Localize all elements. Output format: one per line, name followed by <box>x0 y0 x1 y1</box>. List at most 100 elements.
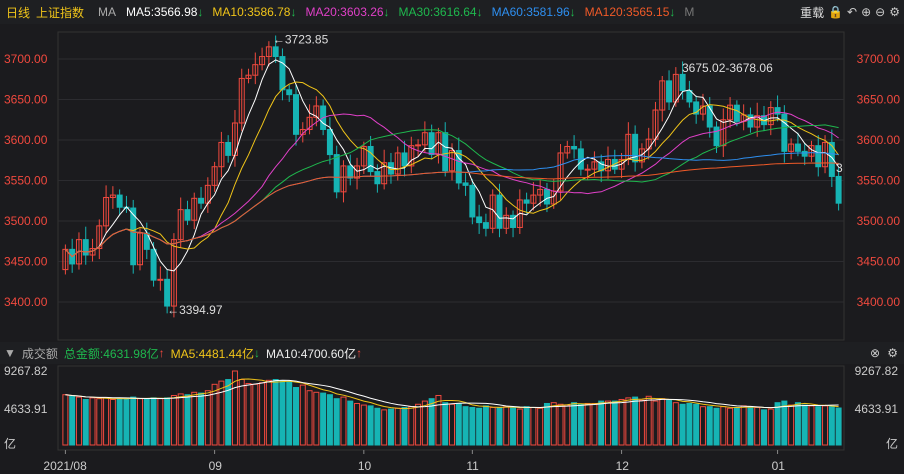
volume-bar <box>489 406 496 446</box>
volume-bar <box>666 399 673 446</box>
candle <box>530 194 537 204</box>
candle <box>374 171 381 185</box>
volume-bar <box>191 391 198 446</box>
volume-bar <box>686 402 693 446</box>
candle <box>754 115 761 128</box>
candle <box>774 107 781 115</box>
zoom-in-icon[interactable]: ⊕ <box>861 5 872 19</box>
candle <box>699 105 706 115</box>
volume-bar <box>516 408 523 446</box>
chart-toolbar: 日线 上证指数 MA MA5:3566.98↓ MA10:3586.78↓ MA20… <box>0 0 904 24</box>
candle <box>137 232 143 266</box>
volume-bar <box>496 406 503 446</box>
candle <box>571 145 578 150</box>
volume-ma5-line <box>65 378 839 410</box>
price-tick-label: 3700.00 <box>857 52 901 66</box>
candle <box>788 143 795 152</box>
volume-bar <box>394 407 401 446</box>
volume-bar <box>381 409 388 446</box>
candle <box>184 209 191 221</box>
period-selector[interactable]: 日线 <box>6 5 31 20</box>
price-tick-label: 3550.00 <box>4 174 48 188</box>
candle <box>326 128 333 156</box>
volume-bar <box>476 407 483 446</box>
candle <box>679 73 686 92</box>
ma-legend-item: MA10:3586.78↓ <box>212 5 297 19</box>
volume-bar <box>130 396 137 446</box>
candle <box>150 248 157 281</box>
candle <box>109 194 116 199</box>
volume-bar <box>815 406 822 446</box>
volume-bar <box>137 398 143 446</box>
index-name[interactable]: 上证指数 <box>36 5 85 20</box>
candle <box>591 161 598 170</box>
candle <box>279 56 286 91</box>
volume-bar <box>408 406 415 446</box>
volume-bar <box>177 393 184 446</box>
volume-tick-label: 9267.82 <box>855 364 899 378</box>
volume-bar <box>123 398 130 446</box>
volume-bar <box>794 402 801 446</box>
low-annotation: ←3394.97 <box>167 303 223 317</box>
volume-bar <box>767 408 774 446</box>
candle <box>496 194 503 229</box>
candle <box>666 80 673 103</box>
volume-bar <box>801 404 808 446</box>
volume-bar <box>699 406 706 446</box>
candle <box>218 141 225 168</box>
zoom-out-icon[interactable]: ⊖ <box>875 5 886 19</box>
ma-label[interactable]: MA <box>98 5 117 19</box>
price-chart[interactable]: 3700.00 3700.00 3650.00 3650.00 3600.00 3600.… <box>0 24 904 342</box>
undo-icon[interactable]: ↶ <box>847 5 858 19</box>
toolbar-icons: 重载 🔒 ↶ ⊕ ⊖ ⚙ <box>800 0 900 24</box>
candle <box>767 107 774 126</box>
gear-icon[interactable]: ⚙ <box>889 5 900 19</box>
close-icon[interactable]: ⊗ <box>869 346 880 360</box>
reset-button[interactable]: 重载 <box>800 5 825 20</box>
volume-bar <box>611 400 618 446</box>
lock-icon[interactable]: 🔒 <box>828 5 844 19</box>
volume-frame <box>57 365 845 451</box>
volume-bar <box>740 405 747 446</box>
volume-bar <box>530 406 537 446</box>
candle <box>510 214 517 228</box>
x-tick-label: 01 <box>772 459 786 473</box>
candle <box>225 141 232 156</box>
volume-bar <box>503 406 510 446</box>
candle <box>442 132 449 172</box>
x-tick-label: 10 <box>358 459 372 473</box>
candle <box>543 188 550 205</box>
candle <box>347 165 354 179</box>
candle <box>272 46 279 58</box>
candle <box>720 119 727 147</box>
volume-bar <box>706 406 713 446</box>
price-tick-label: 3500.00 <box>4 214 48 228</box>
volume-bar <box>204 390 211 446</box>
volume-bar <box>510 406 517 446</box>
volume-bar <box>571 402 578 446</box>
volume-bar <box>265 379 272 446</box>
volume-tick-label: 亿 <box>4 436 16 451</box>
volume-chart[interactable]: 9267.82 9267.82 4633.91 4633.91 亿 亿 2021/08 09 1… <box>0 364 904 474</box>
volume-bar <box>306 390 313 446</box>
ma-legend-item: MA20:3603.26↓ <box>305 5 390 19</box>
gear-icon[interactable]: ⚙ <box>887 346 898 360</box>
candle <box>828 141 835 177</box>
volume-bar <box>733 406 740 446</box>
volume-bar <box>455 402 462 446</box>
range-annotation: 3675.02-3678.06 <box>682 61 773 75</box>
volume-bar <box>82 398 89 446</box>
volume-bar <box>781 400 788 446</box>
volume-bar <box>231 370 238 446</box>
volume-bar <box>537 407 544 446</box>
volume-bar <box>638 399 645 446</box>
volume-bar <box>632 396 639 446</box>
volume-bar <box>89 397 96 446</box>
candle <box>170 239 177 307</box>
candle <box>103 197 110 227</box>
volume-bar <box>75 396 82 446</box>
candle <box>693 101 700 115</box>
collapse-icon[interactable]: ▼ <box>4 346 16 360</box>
ma-more[interactable]: M <box>684 5 695 19</box>
candle <box>801 150 808 157</box>
